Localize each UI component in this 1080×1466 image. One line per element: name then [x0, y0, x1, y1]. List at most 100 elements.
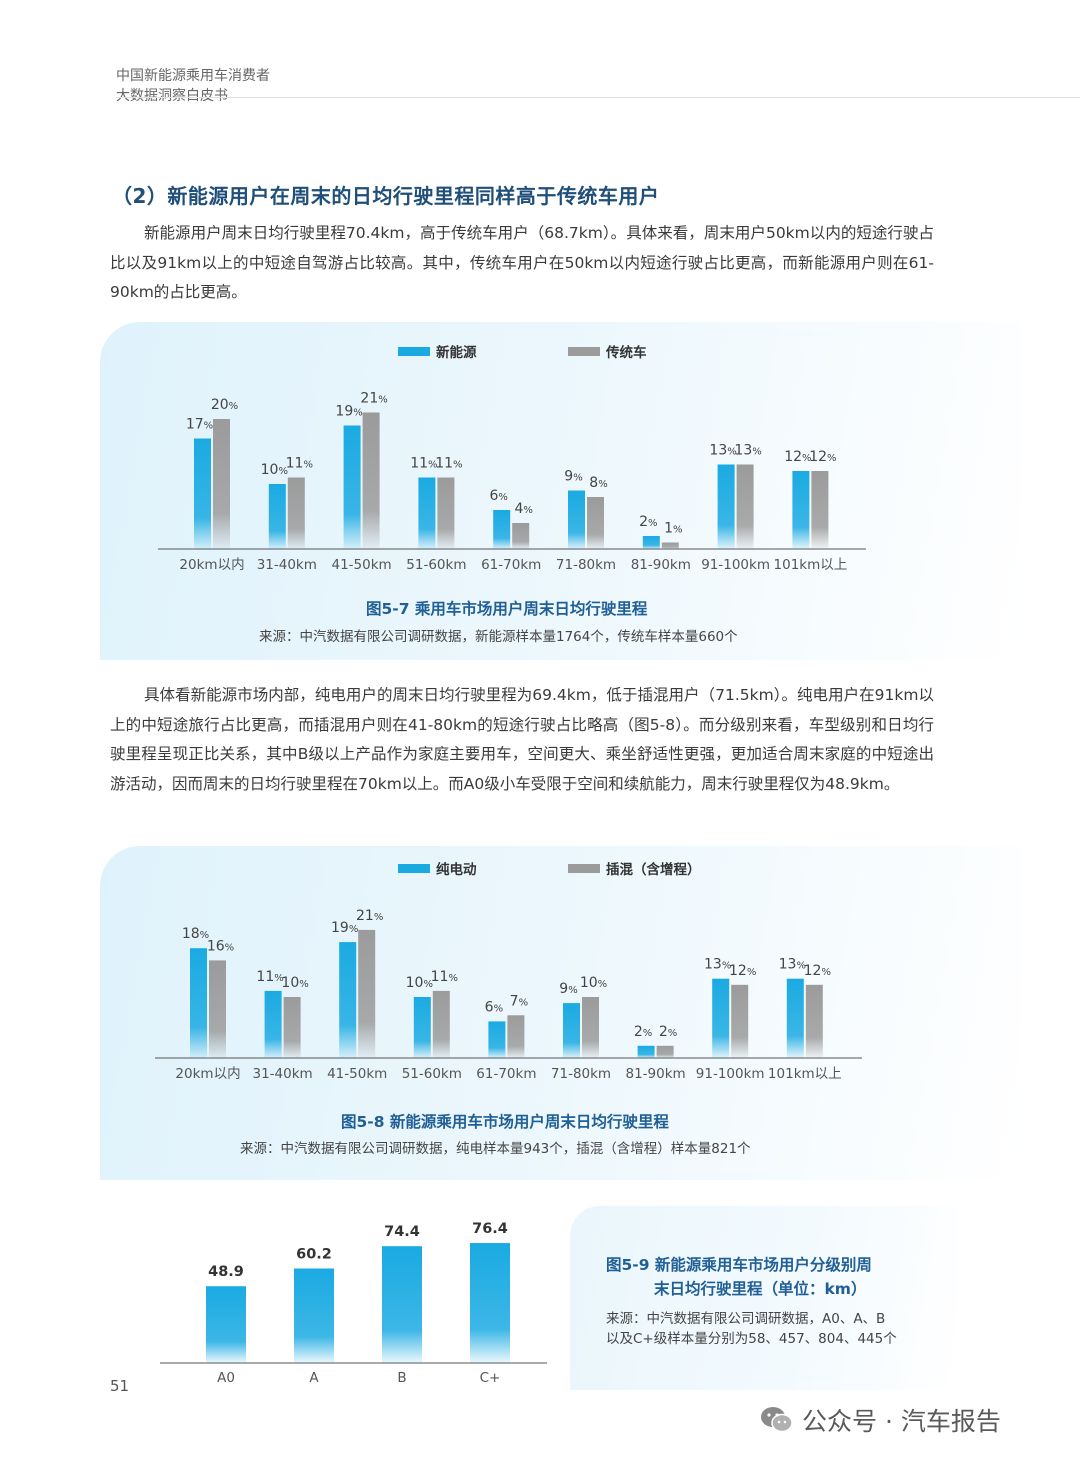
- bar-series1: [493, 510, 511, 549]
- data-label: 12%: [809, 449, 836, 465]
- bar-series2: [437, 477, 455, 549]
- bar-series2: [209, 960, 226, 1058]
- figure-5-8-caption: 图5-8 新能源乘用车市场用户周末日均行驶里程: [341, 1113, 669, 1131]
- chart-panel-5-8: [100, 846, 1022, 1180]
- bar-series1: [563, 1003, 580, 1058]
- data-label: 13%: [709, 443, 736, 459]
- data-label: 11%: [286, 456, 313, 472]
- legend-label: 插混（含增程）: [606, 861, 701, 878]
- bar-level: [206, 1286, 246, 1363]
- data-label: 2%: [659, 1024, 677, 1040]
- data-label: 2%: [634, 1024, 652, 1040]
- bar-series2: [736, 464, 754, 549]
- x-tick-label: 101km以上: [774, 557, 848, 573]
- bar-series1: [568, 490, 585, 549]
- bar-series2: [432, 990, 450, 1058]
- chart-panel-5-9-caption-box: [570, 1206, 958, 1390]
- bar-series2: [213, 419, 230, 549]
- x-tick-label: 31-40km: [252, 1066, 312, 1082]
- x-tick-label: A0: [217, 1370, 235, 1386]
- data-label: 10%: [261, 462, 288, 478]
- x-tick-label: 31-40km: [257, 557, 317, 573]
- watermark: 公众号 · 汽车报告: [760, 1402, 1001, 1438]
- x-tick-label: 81-90km: [625, 1066, 685, 1082]
- x-tick-label: C+: [480, 1370, 501, 1386]
- data-label: 11%: [435, 456, 462, 472]
- x-tick-label: 81-90km: [631, 557, 691, 573]
- legend-label: 纯电动: [436, 861, 477, 878]
- bar-series1: [194, 438, 211, 549]
- bar-series2: [587, 497, 604, 549]
- legend-swatch-blue: [398, 864, 430, 873]
- data-label: 60.2: [296, 1246, 332, 1262]
- chart-panel-5-7: [100, 322, 1022, 660]
- legend-swatch-gray: [568, 864, 600, 873]
- data-label: 9%: [564, 469, 582, 485]
- figure-5-9-source-line-2: 以及C+级样本量分别为58、457、804、445个: [606, 1331, 897, 1347]
- data-label: 19%: [331, 920, 358, 936]
- x-tick-label: 101km以上: [768, 1066, 842, 1082]
- x-tick-label: 41-50km: [331, 557, 391, 573]
- bar-series1: [268, 484, 286, 549]
- bar-level: [382, 1246, 422, 1363]
- watermark-text: 公众号 · 汽车报告: [802, 1407, 1001, 1436]
- header-divider: [116, 97, 1080, 98]
- legend-label: 传统车: [605, 344, 647, 361]
- x-tick-label: 71-80km: [551, 1066, 611, 1082]
- bar-series2: [731, 984, 749, 1058]
- data-label: 10%: [406, 975, 433, 991]
- data-label: 16%: [207, 938, 234, 954]
- data-label: 4%: [514, 501, 532, 517]
- x-tick-label: 91-100km: [701, 557, 770, 573]
- bar-series1: [712, 978, 730, 1058]
- data-label: 11%: [256, 969, 283, 985]
- bar-level: [294, 1268, 334, 1363]
- bar-series2: [358, 929, 376, 1058]
- data-label: 12%: [804, 963, 831, 979]
- legend-label: 新能源: [436, 344, 477, 361]
- bar-series1: [792, 471, 810, 549]
- bar-series2: [362, 412, 380, 549]
- x-tick-label: 20km以内: [179, 557, 244, 573]
- data-label: 1%: [664, 521, 682, 537]
- x-tick-label: 51-60km: [402, 1066, 462, 1082]
- bar-series1: [343, 425, 361, 549]
- data-label: 21%: [356, 908, 383, 924]
- x-tick-label: 41-50km: [327, 1066, 387, 1082]
- data-label: 10%: [580, 975, 607, 991]
- x-tick-label: 20km以内: [175, 1066, 240, 1082]
- bar-series2: [582, 997, 599, 1058]
- bar-series2: [287, 477, 305, 549]
- x-tick-label: 61-70km: [476, 1066, 536, 1082]
- running-header: 中国新能源乘用车消费者 大数据洞察白皮书: [116, 66, 270, 106]
- header-line-1: 中国新能源乘用车消费者: [116, 68, 270, 84]
- bar-series2: [512, 523, 530, 549]
- bar-series2: [661, 542, 679, 549]
- data-label: 13%: [779, 957, 806, 973]
- bar-series1: [637, 1045, 655, 1058]
- bar-series2: [283, 997, 301, 1058]
- data-label: 13%: [734, 443, 761, 459]
- data-label: 6%: [485, 999, 503, 1015]
- data-label: 11%: [431, 969, 458, 985]
- data-label: 20%: [211, 397, 238, 413]
- data-label: 19%: [335, 404, 362, 420]
- data-label: 2%: [639, 514, 657, 530]
- header-line-2: 大数据洞察白皮书: [116, 88, 228, 104]
- figure-5-7-caption: 图5-7 乘用车市场用户周末日均行驶里程: [366, 600, 648, 618]
- bar-series1: [264, 990, 282, 1058]
- data-label: 12%: [729, 963, 756, 979]
- x-tick-label: 51-60km: [406, 557, 466, 573]
- data-label: 12%: [784, 449, 811, 465]
- paragraph-1: 新能源用户周末日均行驶里程70.4km，高于传统车用户（68.7km）。具体来看…: [110, 224, 934, 301]
- bar-series1: [339, 942, 357, 1058]
- data-label: 18%: [182, 926, 209, 942]
- x-tick-label: 61-70km: [481, 557, 541, 573]
- figure-5-7-source: 来源：中汽数据有限公司调研数据，新能源样本量1764个，传统车样本量660个: [259, 629, 738, 645]
- figure-5-9-caption-line-2: 末日均行驶里程（单位：km）: [654, 1280, 867, 1298]
- x-tick-label: 71-80km: [556, 557, 616, 573]
- data-label: 13%: [704, 957, 731, 973]
- figure-5-8-source: 来源：中汽数据有限公司调研数据，纯电样本量943个，插混（含增程）样本量821个: [240, 1141, 751, 1157]
- data-label: 9%: [559, 981, 577, 997]
- data-label: 7%: [510, 993, 528, 1009]
